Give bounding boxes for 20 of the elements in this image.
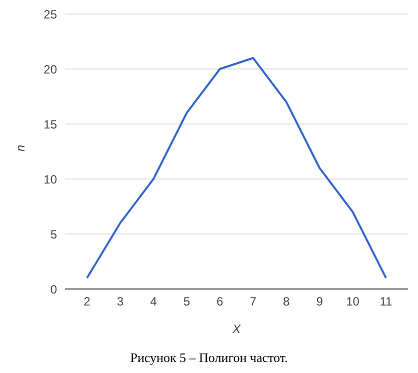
x-tick-label: 10 — [346, 294, 360, 309]
x-tick-label: 7 — [250, 294, 257, 309]
x-tick-label: 6 — [216, 294, 224, 309]
line-series — [86, 57, 387, 279]
x-tick-label: 3 — [116, 294, 124, 309]
y-tick-label: 5 — [50, 227, 58, 242]
y-tick-label: 0 — [50, 282, 58, 296]
y-tick-label: 15 — [44, 117, 58, 132]
x-axis-title: X — [231, 322, 242, 336]
x-tick-label: 8 — [282, 294, 290, 309]
x-tick-label: 5 — [183, 294, 190, 309]
y-tick-label: 10 — [44, 172, 58, 186]
x-tick-label: 2 — [84, 294, 91, 309]
x-tick-label: 11 — [380, 294, 393, 309]
y-axis-title: n — [13, 144, 28, 152]
x-tick-label: 9 — [316, 294, 324, 309]
x-tick-label: 4 — [150, 294, 158, 309]
y-tick-label: 25 — [44, 7, 58, 22]
text: Рисунок 5 – Полигон частот. — [129, 350, 289, 366]
y-tick-label: 20 — [44, 62, 58, 76]
